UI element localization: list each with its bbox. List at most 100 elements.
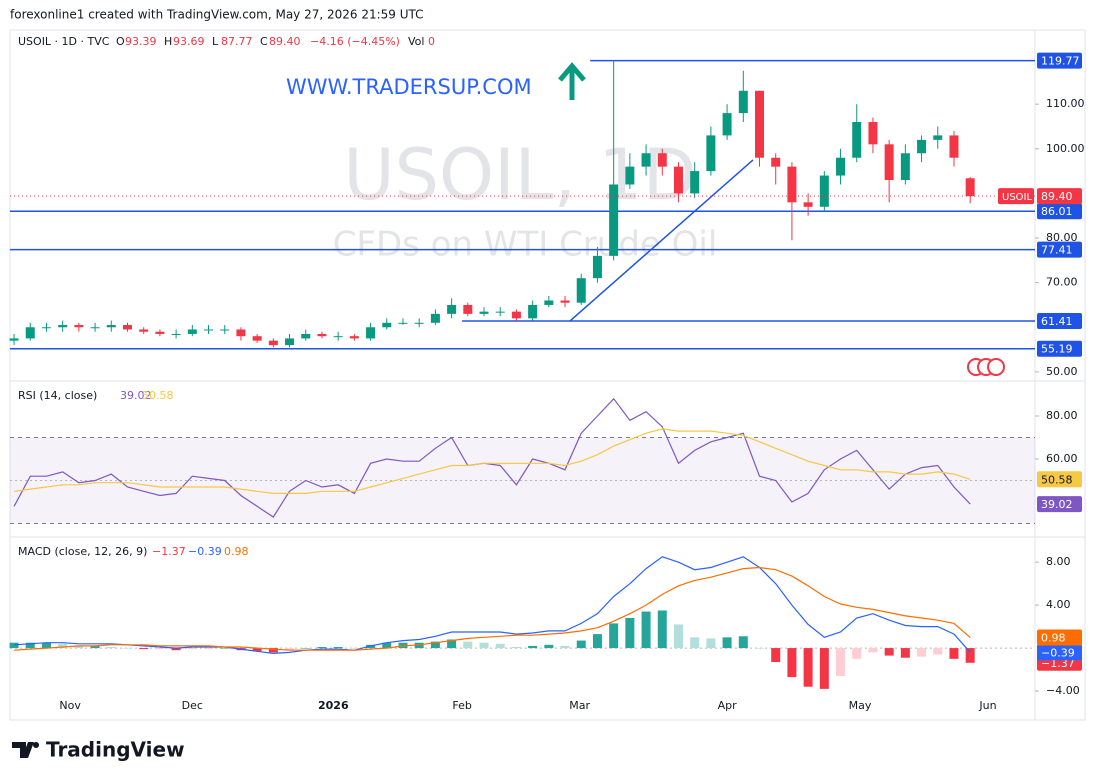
histogram-bar bbox=[544, 644, 554, 649]
flag-icons bbox=[967, 358, 1005, 376]
candle-body bbox=[544, 300, 554, 305]
histogram-bar bbox=[836, 648, 846, 676]
histogram-bar bbox=[690, 637, 700, 649]
candle-body bbox=[317, 333, 327, 337]
candle-body bbox=[965, 178, 975, 197]
candle-body bbox=[9, 338, 19, 341]
ohlc-value: 93.69 bbox=[173, 35, 205, 48]
x-tick-label: Mar bbox=[569, 699, 590, 712]
histogram-bar bbox=[74, 645, 84, 649]
x-tick-label: 2026 bbox=[318, 699, 349, 712]
value-tag-label: 119.77 bbox=[1041, 55, 1080, 68]
website: WWW.TRADERSUP.COM bbox=[286, 75, 532, 99]
candle-body bbox=[90, 327, 100, 329]
histogram-bar bbox=[917, 648, 927, 657]
indicator-line bbox=[14, 566, 971, 651]
histogram-bar bbox=[852, 648, 862, 659]
volume-key: Vol bbox=[408, 35, 424, 48]
pane-value: 50.58 bbox=[142, 389, 174, 402]
candle-body bbox=[204, 329, 214, 331]
histogram-bar bbox=[139, 648, 149, 650]
ohlc-key: O bbox=[116, 35, 125, 48]
candle-body bbox=[560, 300, 570, 303]
histogram-bar bbox=[884, 648, 894, 656]
y-tick-label: 8.00 bbox=[1046, 555, 1071, 568]
x-tick-label: Jun bbox=[978, 699, 996, 712]
candle-body bbox=[285, 338, 295, 346]
ohlc-key: C bbox=[260, 35, 268, 48]
arrow-up bbox=[558, 62, 586, 100]
histogram-bar bbox=[187, 648, 197, 650]
histogram-bar bbox=[900, 648, 910, 658]
candle-body bbox=[398, 322, 408, 324]
pane-value: −1.37 bbox=[152, 545, 186, 558]
candle-body bbox=[576, 278, 586, 303]
histogram-bar bbox=[576, 640, 586, 649]
candle-body bbox=[657, 153, 667, 167]
candle-body bbox=[706, 135, 716, 172]
pane-value: 39.02 bbox=[120, 389, 152, 402]
histogram-bar bbox=[641, 611, 651, 649]
histogram-bar bbox=[447, 639, 457, 649]
histogram-bar bbox=[25, 642, 35, 649]
candle-body bbox=[868, 122, 878, 145]
histogram-bar bbox=[722, 637, 732, 649]
candle-body bbox=[74, 325, 84, 328]
value-tag bbox=[1037, 188, 1082, 205]
histogram-bar bbox=[58, 643, 68, 649]
candle-body bbox=[463, 304, 473, 314]
histogram-bar bbox=[673, 624, 683, 649]
candle-body bbox=[479, 311, 489, 314]
candle-body bbox=[836, 157, 846, 176]
histogram-bar bbox=[495, 643, 505, 649]
candle-body bbox=[917, 139, 927, 154]
histogram-bar bbox=[771, 648, 781, 663]
y-tick-label: 60.00 bbox=[1046, 452, 1078, 465]
watermark-subtitle: CFDs on WTI Crude Oil bbox=[333, 225, 718, 265]
caption: forexonline1 created with TradingView.co… bbox=[10, 8, 424, 22]
candle-body bbox=[333, 336, 343, 338]
pane-value: −0.39 bbox=[188, 545, 222, 558]
indicator-line bbox=[13, 397, 971, 518]
symbol-tag bbox=[998, 188, 1034, 205]
candle-body bbox=[58, 325, 68, 328]
pane-title: MACD (close, 12, 26, 9) bbox=[18, 545, 147, 558]
value-tag bbox=[1037, 241, 1082, 258]
candle-body bbox=[106, 325, 116, 328]
candle-body bbox=[771, 157, 781, 167]
ohlc-value: 87.77 bbox=[221, 35, 253, 48]
histogram-bar bbox=[657, 610, 667, 649]
candle-body bbox=[495, 311, 505, 313]
candle-body bbox=[301, 333, 311, 339]
value-tag-label: 77.41 bbox=[1041, 244, 1073, 257]
value-tag bbox=[1037, 340, 1082, 357]
candle-body bbox=[236, 329, 246, 337]
candle-body bbox=[430, 313, 440, 323]
candle-body bbox=[787, 166, 797, 203]
candle-body bbox=[349, 336, 359, 339]
candle-body bbox=[122, 325, 132, 330]
histogram-bar bbox=[706, 638, 716, 649]
symbol-tag-label: USOIL bbox=[1002, 192, 1032, 203]
histogram-bar bbox=[787, 648, 797, 678]
histogram-bar bbox=[819, 648, 829, 689]
candle-body bbox=[933, 135, 943, 140]
histogram-bar bbox=[738, 636, 748, 649]
candle-body bbox=[171, 333, 181, 335]
histogram-bar bbox=[625, 618, 635, 649]
histogram-bar bbox=[609, 623, 619, 649]
y-tick-label: 110.00 bbox=[1046, 97, 1085, 110]
histogram-bar bbox=[349, 648, 359, 649]
indicator-line bbox=[14, 556, 971, 655]
y-tick-label: 80.00 bbox=[1046, 231, 1078, 244]
candle-body bbox=[592, 255, 602, 279]
candle-body bbox=[852, 122, 862, 158]
histogram-bar bbox=[528, 645, 538, 649]
y-tick-label: 100.00 bbox=[1046, 142, 1085, 155]
x-tick-label: Nov bbox=[59, 699, 81, 712]
value-tag bbox=[1037, 644, 1082, 661]
value-tag-label: −0.39 bbox=[1041, 646, 1075, 659]
histogram-bar bbox=[511, 646, 521, 649]
